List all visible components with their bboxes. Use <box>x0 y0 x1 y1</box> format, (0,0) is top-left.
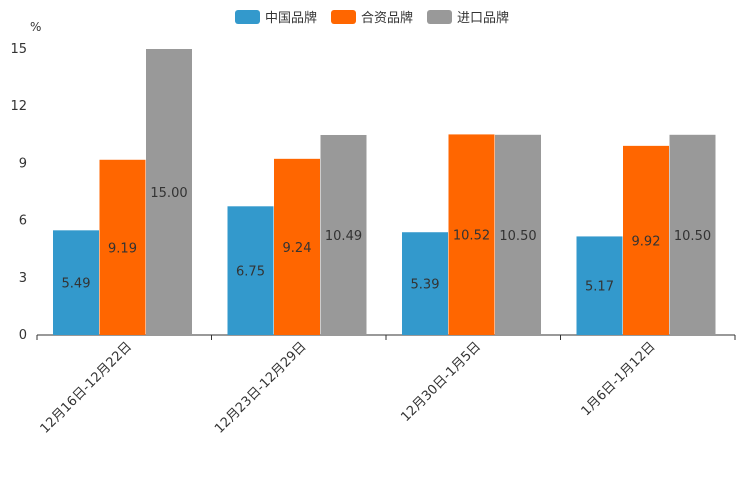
legend-item-jv[interactable]: 合资品牌 <box>330 7 413 26</box>
data-label: 10.50 <box>674 229 711 244</box>
data-label: 5.49 <box>62 277 91 292</box>
bar <box>495 134 541 335</box>
bar <box>448 134 495 335</box>
data-label: 5.39 <box>411 278 440 293</box>
y-tick-label: 3 <box>19 271 27 286</box>
data-label: 9.24 <box>283 241 312 256</box>
data-label: 10.50 <box>499 229 536 244</box>
y-tick-label: 0 <box>19 328 27 343</box>
y-tick-label: 15 <box>10 42 27 57</box>
bar <box>99 159 146 335</box>
bar <box>146 49 192 335</box>
bar <box>402 232 448 335</box>
legend-item-import[interactable]: 进口品牌 <box>427 7 509 26</box>
x-tick-label: 12月23日-12月29日 <box>212 339 309 436</box>
data-label: 9.19 <box>108 241 137 256</box>
bar <box>227 206 274 335</box>
legend: 中国品牌 合资品牌 进口品牌 <box>0 7 744 26</box>
legend-swatch-china <box>234 9 260 24</box>
legend-label-import: 进口品牌 <box>457 11 510 26</box>
y-axis-unit: % <box>30 20 42 34</box>
data-label: 5.17 <box>585 280 614 295</box>
legend-item-china[interactable]: 中国品牌 <box>234 7 317 26</box>
legend-label-jv: 合资品牌 <box>360 11 413 26</box>
data-label: 6.75 <box>236 265 265 280</box>
bar <box>320 134 367 335</box>
data-label: 10.52 <box>453 229 490 244</box>
bar <box>274 158 320 335</box>
y-tick-label: 6 <box>19 214 27 229</box>
y-tick-label: 12 <box>10 99 27 114</box>
data-label: 9.92 <box>632 234 661 249</box>
data-label: 15.00 <box>150 186 187 201</box>
bar <box>53 230 99 335</box>
x-tick-label: 12月16日-12月22日 <box>38 339 135 436</box>
y-tick-label: 9 <box>19 156 27 171</box>
bar <box>576 236 623 335</box>
bar <box>623 145 669 335</box>
x-tick-label: 1月6日-1月12日 <box>579 339 659 419</box>
x-tick-label: 12月30日-1月5日 <box>398 339 484 425</box>
data-label: 10.49 <box>325 229 362 244</box>
legend-label-china: 中国品牌 <box>264 11 317 26</box>
legend-swatch-jv <box>330 9 356 24</box>
bar <box>669 134 716 335</box>
legend-swatch-import <box>427 9 452 24</box>
